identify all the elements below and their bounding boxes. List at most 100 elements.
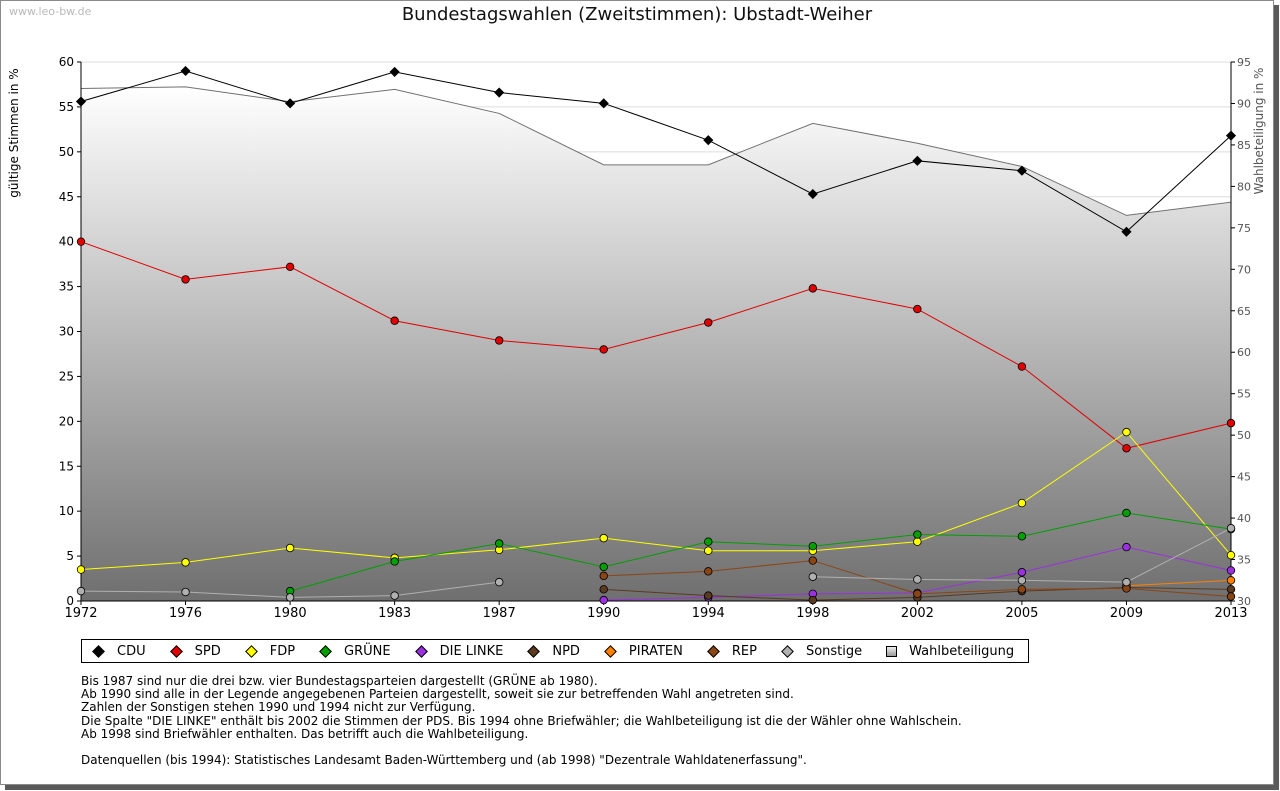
x-tick-label: 2013	[1214, 606, 1247, 621]
turnout-area	[80, 86, 1232, 602]
series-line	[80, 70, 1232, 233]
y-axis-label: gültige Stimmen in %	[7, 68, 21, 197]
legend-item: PIRATEN	[604, 644, 683, 659]
legend-item: NPD	[527, 644, 580, 659]
data-point	[704, 591, 713, 600]
data-point	[808, 572, 818, 581]
y-tick-label: 35	[59, 280, 74, 294]
y-tick-label: 25	[59, 369, 74, 383]
y2-tick-label: 80	[1237, 180, 1251, 193]
x-tick-label: 1972	[64, 606, 97, 621]
data-point	[390, 591, 399, 600]
y-tick-label: 55	[59, 100, 74, 114]
legend-marker	[707, 644, 720, 658]
series-line	[1126, 579, 1232, 587]
data-point	[599, 595, 608, 605]
y2-tick-label: 35	[1237, 554, 1251, 567]
y2-tick-label: 60	[1237, 346, 1251, 359]
notes: Bis 1987 sind nur die drei bzw. vier Bun…	[81, 674, 962, 741]
data-point	[1226, 576, 1236, 585]
x-tick-label: 2005	[1005, 606, 1038, 621]
legend-label: REP	[731, 643, 757, 659]
y2-tick-label: 70	[1237, 263, 1251, 276]
note-line: Zahlen der Sonstigen stehen 1990 und 199…	[81, 700, 476, 715]
data-point	[1225, 130, 1237, 141]
x-tick-label: 2002	[901, 606, 934, 621]
data-point	[285, 262, 295, 272]
data-point	[494, 336, 504, 345]
x-tick-label: 1976	[169, 606, 202, 621]
y2-tick-label: 90	[1237, 97, 1251, 110]
data-point	[76, 237, 86, 246]
legend-label: NPD	[552, 643, 580, 659]
series-line	[80, 431, 1232, 571]
data-point	[76, 586, 86, 596]
data-point	[1017, 585, 1027, 594]
legend-marker	[92, 644, 105, 658]
data-point	[1122, 427, 1131, 437]
data-point	[1226, 550, 1236, 560]
series-fdp	[76, 427, 1236, 574]
series-cdu	[75, 65, 1237, 237]
data-point	[390, 557, 399, 566]
legend-label: PIRATEN	[628, 643, 683, 659]
series	[75, 65, 1237, 605]
legend-marker	[604, 644, 617, 658]
legend-item: SPD	[169, 644, 221, 659]
x-tick-label: 2009	[1110, 606, 1143, 621]
data-point	[1017, 498, 1027, 508]
data-point	[181, 275, 190, 284]
data-point	[76, 565, 86, 574]
y-tick-label: 45	[59, 190, 74, 204]
legend-label: FDP	[269, 643, 296, 659]
data-point	[807, 188, 818, 200]
data-point	[1122, 542, 1131, 552]
legend-item: REP	[707, 644, 757, 659]
data-point	[180, 65, 191, 77]
legend-marker	[527, 644, 541, 658]
data-point	[704, 546, 713, 555]
data-point	[494, 577, 504, 587]
data-point	[913, 304, 922, 314]
source-note: Datenquellen (bis 1994): Statistisches L…	[81, 753, 807, 767]
series-line	[80, 241, 1232, 449]
x-tick-label: 1998	[796, 606, 829, 621]
legend-item: GRÜNE	[319, 644, 391, 659]
data-point	[1122, 577, 1131, 587]
data-point	[912, 155, 923, 166]
data-point	[599, 345, 608, 354]
y-tick-label: 40	[59, 235, 74, 249]
data-point	[1226, 524, 1236, 533]
x-tick-label: 1990	[587, 606, 620, 621]
note-line: Bis 1987 sind nur die drei bzw. vier Bun…	[81, 674, 598, 688]
data-point	[1016, 165, 1027, 176]
y-tick-label: 0	[66, 594, 74, 608]
x-tick-label: 1980	[274, 606, 307, 621]
legend-marker	[319, 644, 332, 658]
legend-item: FDP	[244, 643, 296, 659]
legend-item: Sonstige	[781, 644, 862, 659]
data-point	[181, 587, 190, 597]
note-line: Die Spalte "DIE LINKE" enthält bis 2002 …	[81, 713, 962, 728]
y2-tick-label: 65	[1237, 305, 1251, 318]
series-spd	[76, 237, 1236, 453]
y2-tick-label: 95	[1237, 56, 1251, 69]
data-point	[808, 556, 818, 565]
data-point	[1017, 576, 1027, 585]
data-point	[1017, 568, 1027, 577]
chart-svg: 0 5 10 15 20 25 30 35 40 45 50 55 60 30 35 40 45 50 55 60 65…	[7, 55, 1266, 621]
y-tick-label: 15	[59, 459, 74, 473]
data-point	[704, 318, 713, 327]
data-point	[703, 135, 714, 146]
legend-marker	[781, 644, 794, 658]
data-point	[598, 98, 609, 109]
data-point	[599, 571, 608, 581]
data-point	[913, 589, 922, 599]
legend-marker	[169, 644, 183, 658]
data-point	[913, 530, 922, 539]
y-tick-label: 5	[66, 549, 74, 563]
y2-tick-label: 55	[1237, 388, 1251, 401]
watermark: www.leo-bw.de	[9, 5, 92, 18]
data-point	[913, 575, 922, 584]
data-point	[808, 595, 818, 605]
